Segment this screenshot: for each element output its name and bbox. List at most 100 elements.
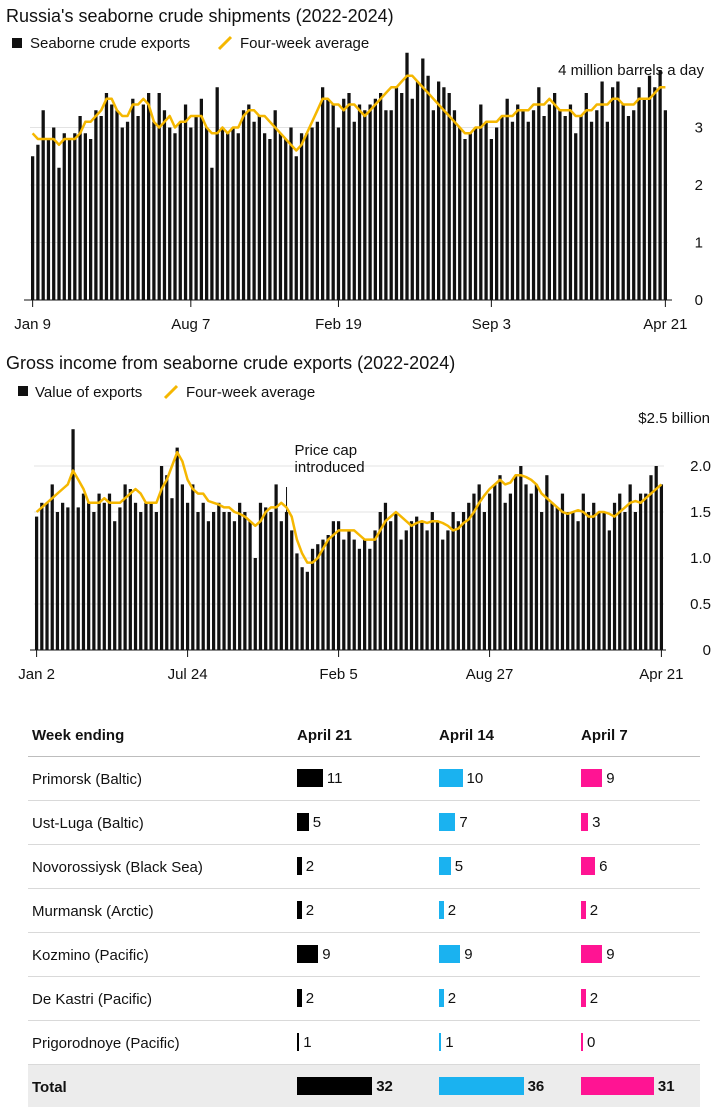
c1-bar xyxy=(352,121,356,300)
c1-bar xyxy=(495,127,499,300)
c1-bar xyxy=(57,167,61,300)
c1-bar xyxy=(215,87,219,300)
c2-bar xyxy=(34,516,39,650)
c2-bar xyxy=(87,502,91,650)
c2-bar xyxy=(76,507,80,650)
value-label: 2 xyxy=(305,990,315,1007)
chart2-legend-line-swatch xyxy=(163,384,179,400)
chart2-title: Gross income from seaborne crude exports… xyxy=(6,353,455,373)
c1-bar xyxy=(194,116,198,300)
c1-bar xyxy=(526,121,530,300)
c2-bar xyxy=(321,539,325,650)
c2-bar xyxy=(40,502,44,650)
value-label: 9 xyxy=(606,770,615,787)
value-label: 1 xyxy=(303,1034,312,1051)
value-label: 2 xyxy=(589,990,599,1007)
c2-bar xyxy=(269,512,273,650)
c2-bar xyxy=(331,521,335,650)
c1-bar xyxy=(247,104,251,300)
c2-bar xyxy=(238,502,242,650)
c2-bar xyxy=(514,475,518,650)
c2-bar xyxy=(623,512,627,650)
c1-bar xyxy=(384,110,388,300)
c1-bar xyxy=(62,133,66,300)
c1-bar xyxy=(537,87,541,300)
table-total-row: Total 32 36 31 xyxy=(28,1065,700,1107)
c1-bar xyxy=(415,81,420,300)
c2-bar xyxy=(191,484,195,650)
chart1-legend-line-label: Four-week average xyxy=(240,35,369,52)
c1-bar xyxy=(621,104,625,300)
c2-bar xyxy=(378,512,382,650)
c2-bar xyxy=(467,502,471,650)
c2-bar xyxy=(107,493,112,650)
value-label: 32 xyxy=(376,1078,393,1095)
c1-bar xyxy=(326,98,330,300)
value-bar xyxy=(439,1033,442,1051)
c1-y-tick-label: 0 xyxy=(695,292,703,309)
value-label: 10 xyxy=(466,770,484,787)
c2-bar xyxy=(519,466,523,650)
c2-bar xyxy=(206,521,211,650)
c2-bar xyxy=(123,484,127,650)
c1-bar xyxy=(125,121,130,300)
value-label: 2 xyxy=(447,990,457,1007)
chart2-unit-label: $2.5 billion xyxy=(638,410,710,427)
c1-bar xyxy=(178,121,182,300)
c1-bar xyxy=(463,139,467,300)
c1-bar xyxy=(505,98,509,300)
header-april-21: April 21 xyxy=(297,727,353,744)
value-bar xyxy=(297,945,319,963)
c2-bar xyxy=(118,507,122,650)
c1-bar xyxy=(241,110,246,300)
c1-bar xyxy=(500,116,504,300)
c2-bar xyxy=(592,502,596,650)
c2-bar xyxy=(602,512,606,650)
c1-bar xyxy=(605,121,609,300)
c1-bar xyxy=(421,58,425,300)
c1-bar xyxy=(611,87,615,300)
table-row: De Kastri (Pacific) 2 2 2 xyxy=(28,977,700,1021)
c2-bar xyxy=(258,502,263,650)
c2-y-tick-label: 2.0 xyxy=(690,458,711,475)
value-bar xyxy=(297,901,302,919)
chart1-legend-bar-label: Seaborne crude exports xyxy=(30,35,190,52)
value-bar xyxy=(439,945,461,963)
c1-bar xyxy=(210,167,214,300)
c2-bar xyxy=(597,512,601,650)
c2-x-tick-label: Aug 27 xyxy=(466,666,514,683)
exports-value-chart: Gross income from seaborne crude exports… xyxy=(6,353,711,683)
c1-bar xyxy=(663,110,667,300)
c2-bar xyxy=(503,502,507,650)
c2-bar xyxy=(342,539,346,650)
total-label: Total xyxy=(32,1079,67,1096)
c2-bar xyxy=(92,512,96,650)
c1-bar xyxy=(400,93,404,300)
c1-bar xyxy=(46,139,51,300)
c2-x-tick-label: Jan 2 xyxy=(18,666,55,683)
chart2-legend-bar-swatch xyxy=(18,386,28,396)
c1-bar xyxy=(410,98,414,300)
value-bar xyxy=(581,1033,583,1051)
c2-bar xyxy=(159,466,164,650)
c2-bar xyxy=(368,548,372,650)
c2-bar xyxy=(586,512,591,650)
value-bar xyxy=(297,1077,373,1095)
value-label: 36 xyxy=(527,1078,545,1095)
value-bar xyxy=(297,857,302,875)
value-label: 5 xyxy=(312,814,322,831)
port-name: Prigorodnoye (Pacific) xyxy=(32,1035,180,1052)
c1-bar xyxy=(168,127,172,300)
chart2-legend-line-label: Four-week average xyxy=(186,384,315,401)
c1-bar xyxy=(468,133,472,300)
port-name: Kozmino (Pacific) xyxy=(32,947,149,964)
c1-bar xyxy=(263,133,267,300)
exports-volume-chart: Russia's seaborne crude shipments (2022-… xyxy=(6,6,704,333)
value-bar xyxy=(439,857,451,875)
c1-bar xyxy=(147,93,151,300)
c1-bar xyxy=(542,116,546,300)
table-body: Primorsk (Baltic) 11 10 9 Ust-Luga (Baltic) 5… xyxy=(28,757,700,1107)
c2-bar xyxy=(363,539,367,650)
port-name: Murmansk (Arctic) xyxy=(32,903,154,920)
value-bar xyxy=(581,945,603,963)
